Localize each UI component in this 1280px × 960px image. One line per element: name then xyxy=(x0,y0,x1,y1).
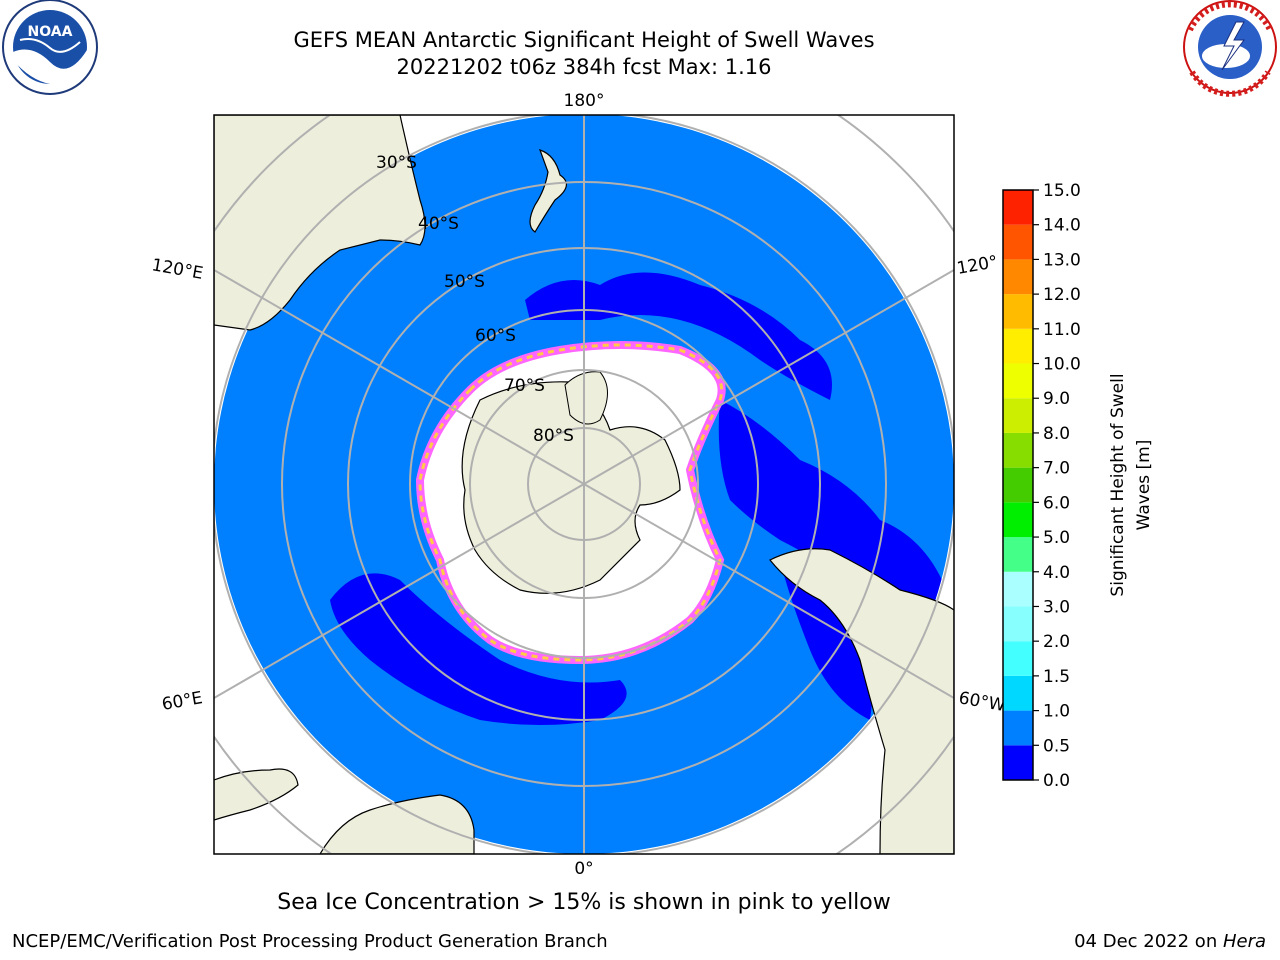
map-area xyxy=(214,115,954,854)
colorbar-band xyxy=(1003,398,1033,433)
colorbar-tick-label: 0.0 xyxy=(1043,771,1070,791)
colorbar-band xyxy=(1003,710,1033,746)
colorbar-tick-label: 6.0 xyxy=(1043,493,1070,513)
footer-date-text: 04 Dec 2022 on xyxy=(1074,931,1223,952)
colorbar-band xyxy=(1003,606,1033,642)
colorbar-tick-label: 11.0 xyxy=(1043,320,1081,340)
lon-label-top: 180° xyxy=(564,91,605,111)
colorbar-band xyxy=(1003,432,1033,468)
colorbar: 0.0 0.5 1.0 1.5 2.0 3.0 4.0 5.0 6.0 7.0 8.0 9.0 10.0… xyxy=(1002,181,1081,791)
colorbar-band xyxy=(1003,675,1033,711)
colorbar-band xyxy=(1003,467,1033,503)
map-subtitle: 20221202 t06z 384h fcst Max: 1.16 xyxy=(396,55,772,79)
colorbar-tick-label: 13.0 xyxy=(1043,250,1081,270)
lat-label-80s: 80°S xyxy=(533,426,574,446)
colorbar-tick-label: 4.0 xyxy=(1043,563,1070,583)
colorbar-band xyxy=(1003,571,1033,607)
colorbar-band xyxy=(1003,224,1033,260)
noaa-logo: NOAA xyxy=(2,0,98,95)
colorbar-tick-label: 15.0 xyxy=(1043,181,1081,201)
colorbar-tick-label: 3.0 xyxy=(1043,597,1070,617)
map-title: GEFS MEAN Antarctic Significant Height o… xyxy=(293,28,875,52)
map-frame xyxy=(213,114,955,855)
colorbar-tick-label: 14.0 xyxy=(1043,216,1081,236)
lon-label-lower-left: 60°E xyxy=(160,688,204,715)
footer-host: Hera xyxy=(1222,931,1266,952)
footer-date: 04 Dec 2022 on Hera xyxy=(1074,931,1266,952)
lat-label-60s: 60°S xyxy=(475,326,516,346)
colorbar-label-line1: Significant Height of Swell xyxy=(1108,373,1128,596)
lat-label-50s: 50°S xyxy=(444,272,485,292)
south-america-land xyxy=(769,548,954,854)
sea-ice-caption: Sea Ice Concentration > 15% is shown in … xyxy=(277,890,891,915)
colorbar-band xyxy=(1003,502,1033,538)
colorbar-tick-label: 7.0 xyxy=(1043,459,1070,479)
colorbar-label-line2: Waves [m] xyxy=(1134,440,1154,531)
new-zealand-land xyxy=(529,149,567,233)
colorbar-band xyxy=(1003,259,1033,295)
svg-text:NOAA: NOAA xyxy=(28,24,73,40)
nws-logo xyxy=(1183,0,1277,97)
colorbar-band xyxy=(1003,363,1033,399)
colorbar-band xyxy=(1003,190,1033,225)
colorbar-band xyxy=(1003,641,1033,676)
lon-label-lower-right: 60°W xyxy=(957,688,1007,716)
colorbar-band xyxy=(1003,537,1033,572)
colorbar-tick-label: 1.0 xyxy=(1043,702,1070,722)
colorbar-tick-label: 0.5 xyxy=(1043,736,1070,756)
meridian-lines xyxy=(214,115,954,854)
lat-label-70s: 70°S xyxy=(504,376,545,396)
colorbar-tick-label: 9.0 xyxy=(1043,389,1070,409)
lon-label-upper-right: 120° xyxy=(955,252,999,279)
colorbar-frame xyxy=(1002,189,1034,781)
colorbar-band xyxy=(1003,328,1033,364)
lon-label-bottom: 0° xyxy=(574,859,593,879)
africa-land xyxy=(214,768,299,821)
footer-credit: NCEP/EMC/Verification Post Processing Pr… xyxy=(12,931,608,952)
colorbar-tick-label: 1.5 xyxy=(1043,667,1070,687)
lat-label-30s: 30°S xyxy=(376,153,417,173)
lat-label-40s: 40°S xyxy=(418,214,459,234)
colorbar-tick-label: 10.0 xyxy=(1043,355,1081,375)
colorbar-tick-label: 12.0 xyxy=(1043,285,1081,305)
colorbar-tick-label: 2.0 xyxy=(1043,632,1070,652)
colorbar-band xyxy=(1003,745,1033,780)
colorbar-band xyxy=(1003,294,1033,329)
colorbar-tick-label: 8.0 xyxy=(1043,424,1070,444)
latitude-labels: 30°S 40°S 50°S 60°S 70°S 80°S xyxy=(376,153,574,446)
colorbar-tick-label: 5.0 xyxy=(1043,528,1070,548)
lon-label-upper-left: 120°E xyxy=(150,255,204,284)
